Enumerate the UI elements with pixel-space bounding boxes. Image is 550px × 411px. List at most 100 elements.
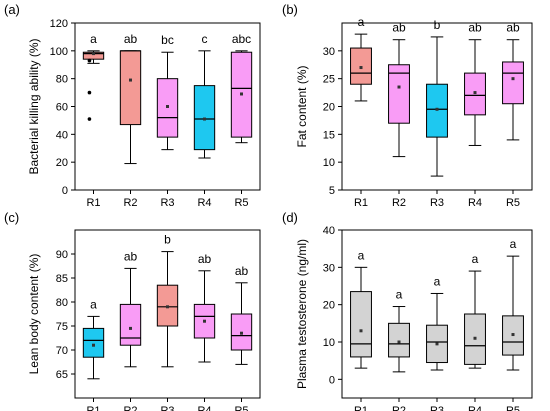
- y-tick-label: 20: [323, 300, 335, 312]
- y-tick-label: 15: [323, 129, 335, 141]
- significance-letter: ab: [235, 264, 249, 278]
- y-tick-label: 5: [329, 185, 335, 197]
- plot-frame: [341, 229, 533, 399]
- significance-letter: b: [434, 18, 441, 32]
- mean-marker: [129, 78, 132, 82]
- panel-letter: (d): [282, 210, 298, 225]
- box: [119, 303, 142, 346]
- x-tick-label: R2: [392, 197, 406, 209]
- x-tick-label: R1: [354, 197, 368, 209]
- x-tick-label: R5: [506, 405, 520, 411]
- y-tick-label: 40: [56, 129, 68, 141]
- y-tick-label: 65: [56, 369, 68, 381]
- panel-letter: (c): [4, 210, 19, 225]
- box: [502, 61, 524, 105]
- outlier-point: [87, 117, 92, 121]
- x-tick-label: R5: [234, 405, 248, 411]
- x-tick-label: R1: [86, 197, 100, 209]
- x-tick-label: R2: [123, 405, 137, 411]
- y-tick-label: 85: [56, 273, 68, 285]
- x-tick-label: R2: [392, 405, 406, 411]
- y-tick-label: 10: [323, 157, 335, 169]
- significance-letter: abc: [232, 32, 251, 46]
- mean-marker: [511, 77, 515, 81]
- y-tick-label: 30: [323, 262, 335, 274]
- significance-letter: a: [358, 15, 365, 29]
- significance-letter: a: [90, 32, 97, 46]
- y-tick-label: 120: [50, 18, 68, 30]
- panel-a: (a) Bacterial killing ability (%) 0 20 40 60 8…: [4, 2, 261, 209]
- y-tick-label: 80: [56, 297, 68, 309]
- y-tick-label: 25: [323, 74, 335, 86]
- x-tick-label: R3: [160, 405, 174, 411]
- mean-marker: [92, 343, 95, 347]
- box: [350, 291, 372, 358]
- mean-marker: [473, 336, 477, 340]
- mean-marker: [92, 52, 95, 56]
- y-tick-label: 100: [50, 46, 68, 58]
- outlier-point: [87, 90, 92, 95]
- y-axis-label: Plasma testosterone (ng/ml): [295, 239, 309, 389]
- panel-c: (c) Lean body content (%) 65 70 75 80 85 90 a R1 a…: [4, 210, 261, 411]
- significance-letter: ab: [506, 21, 520, 35]
- x-tick-label: R4: [468, 197, 482, 209]
- significance-letter: a: [358, 248, 365, 262]
- mean-marker: [240, 331, 243, 335]
- x-tick-label: R2: [123, 197, 137, 209]
- x-tick-label: R5: [234, 197, 248, 209]
- x-tick-label: R1: [354, 405, 368, 411]
- box: [82, 327, 105, 358]
- significance-letter: ab: [124, 249, 138, 263]
- significance-letter: b: [164, 233, 171, 247]
- box: [388, 64, 410, 124]
- mean-marker: [359, 66, 363, 70]
- significance-letter: a: [396, 288, 403, 302]
- significance-letter: ab: [468, 21, 482, 35]
- x-tick-label: R4: [197, 405, 211, 411]
- mean-marker: [435, 107, 439, 111]
- significance-letter: c: [202, 32, 208, 46]
- significance-letter: a: [472, 252, 479, 266]
- y-axis-label: Lean body content (%): [27, 254, 41, 375]
- mean-marker: [203, 319, 206, 323]
- plot-frame: [74, 229, 261, 399]
- y-tick-label: 75: [56, 321, 68, 333]
- y-tick-label: 0: [62, 185, 68, 197]
- y-tick-label: 20: [56, 157, 68, 169]
- mean-marker: [203, 117, 206, 121]
- x-tick-label: R3: [430, 405, 444, 411]
- panel-letter: (b): [282, 2, 298, 17]
- y-tick-label: 70: [56, 345, 68, 357]
- x-tick-label: R4: [197, 197, 211, 209]
- box: [119, 50, 142, 126]
- mean-marker: [129, 326, 132, 330]
- box: [388, 322, 410, 358]
- mean-marker: [240, 92, 243, 96]
- significance-letter: ab: [392, 21, 406, 35]
- plot-frame: [74, 22, 261, 191]
- y-tick-label: 90: [56, 249, 68, 261]
- y-tick-label: 10: [323, 337, 335, 349]
- panel-d: (d) Plasma testosterone (ng/ml) 0 10 20 30 40 a…: [282, 210, 533, 411]
- mean-marker: [397, 340, 401, 344]
- significance-letter: a: [434, 274, 441, 288]
- y-tick-label: 0: [329, 374, 335, 386]
- plot-frame: [341, 22, 533, 191]
- mean-marker: [511, 333, 515, 337]
- significance-letter: a: [510, 237, 517, 251]
- mean-marker: [359, 329, 363, 333]
- x-tick-label: R5: [506, 197, 520, 209]
- y-tick-label: 20: [323, 102, 335, 114]
- y-tick-label: 30: [323, 46, 335, 58]
- y-axis-label: Bacterial killing ability (%): [27, 38, 41, 174]
- significance-letter: a: [90, 297, 97, 311]
- panel-letter: (a): [4, 2, 20, 17]
- mean-marker: [166, 305, 169, 309]
- panel-b: (b) Fat content (%) 5 10 15 20 25 30 a R1 ab R2 b R3 a…: [282, 2, 533, 209]
- mean-marker: [473, 91, 477, 95]
- y-tick-label: 40: [323, 225, 335, 237]
- significance-letter: ab: [198, 252, 212, 266]
- x-tick-label: R4: [468, 405, 482, 411]
- significance-letter: bc: [161, 33, 174, 47]
